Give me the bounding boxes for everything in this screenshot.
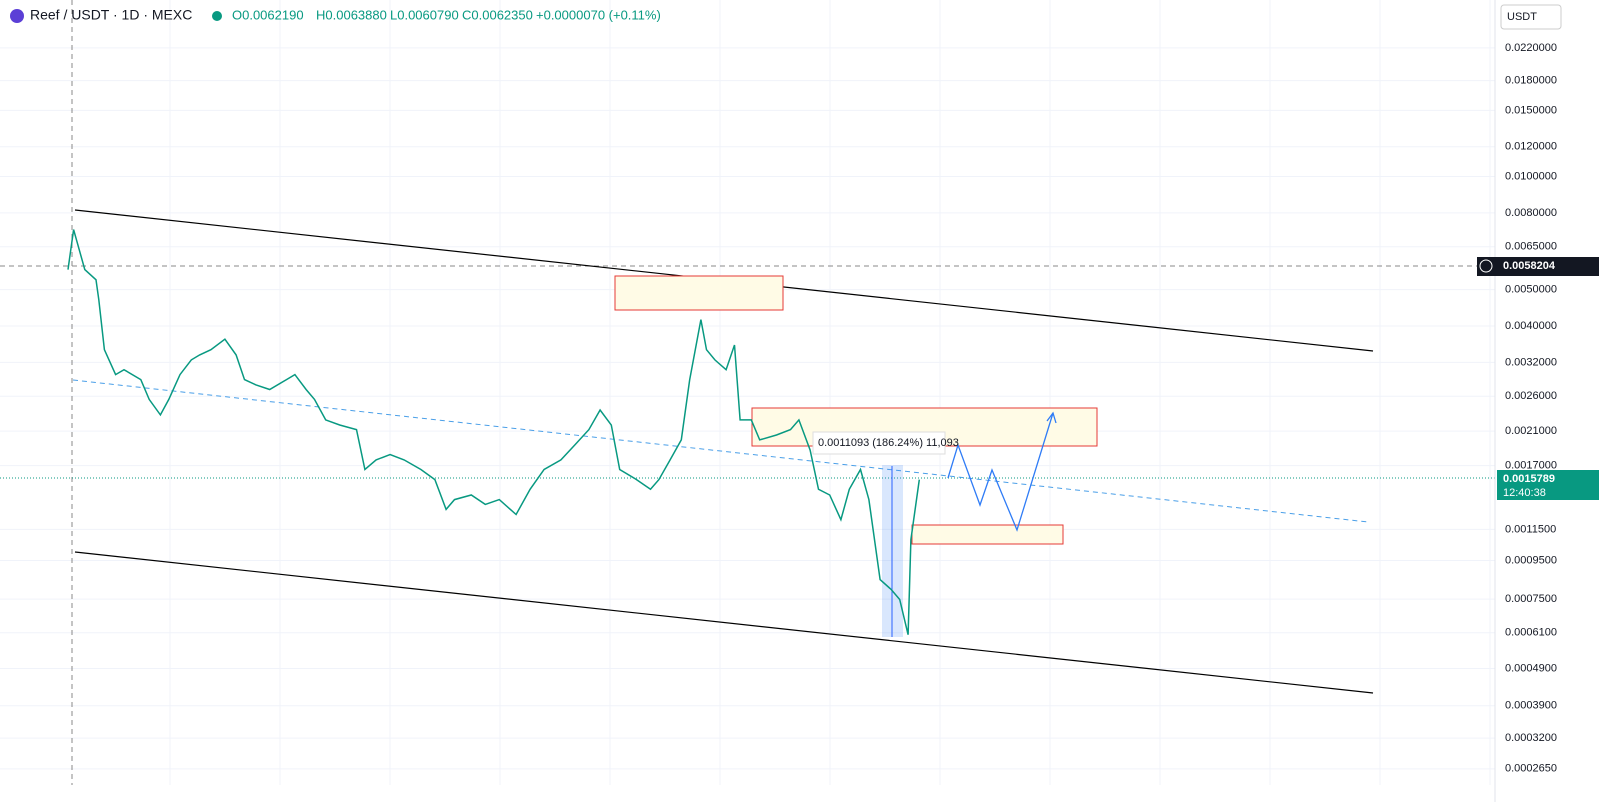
y-tick-label: 0.0032000 (1505, 356, 1557, 368)
price-line (67, 229, 921, 635)
plus-icon[interactable] (1479, 259, 1493, 273)
y-tick-label: 0.0150000 (1505, 104, 1557, 116)
measure-label-box (812, 431, 946, 455)
last-price: 0.0015789 (1503, 473, 1555, 485)
change: +0.0000070 (+0.11%) (536, 7, 661, 22)
y-tick-label: 0.0180000 (1505, 75, 1557, 87)
high: H0.0063880 (316, 7, 387, 22)
close: C0.0062350 (462, 7, 533, 22)
y-tick-label: 0.0021000 (1505, 425, 1557, 437)
low: L0.0060790 (390, 7, 459, 22)
y-tick-label: 0.0006100 (1505, 627, 1557, 639)
y-tick-label: 0.0003900 (1505, 700, 1557, 712)
y-tick-label: 0.0026000 (1505, 390, 1557, 402)
y-tick-label: 0.0040000 (1505, 320, 1557, 332)
y-tick-label: 0.0011500 (1505, 523, 1556, 535)
status-dot (212, 11, 222, 21)
currency-button[interactable] (1500, 4, 1562, 30)
y-tick-label: 0.0120000 (1505, 141, 1557, 153)
price-axis: 0.0220000 0.0180000 0.0150000 0.0120000 0.01… (1505, 42, 1557, 775)
y-tick-label: 0.0100000 (1505, 170, 1557, 182)
symbol: Reef / USDT · 1D · MEXC (30, 7, 192, 23)
y-tick-label: 0.0007500 (1505, 593, 1557, 605)
y-tick-label: 0.0009500 (1505, 554, 1557, 566)
symbol-icon (10, 9, 24, 23)
y-tick-label: 0.0002650 (1505, 763, 1557, 775)
zone (911, 524, 1064, 545)
projection-arrowhead (1046, 411, 1057, 424)
zone (614, 275, 784, 311)
price-series (67, 229, 921, 635)
y-tick-label: 0.0080000 (1505, 207, 1557, 219)
measure-label: 0.0011093 (186.24%) 11,093 (818, 437, 959, 449)
open: O0.0062190 (232, 7, 304, 22)
last-price-box (1497, 470, 1599, 500)
crosshair-price: 0.0058204 (1503, 260, 1556, 272)
grid (0, 0, 1495, 785)
y-tick-label: 0.0003200 (1505, 732, 1557, 744)
y-tick-label: 0.0065000 (1505, 241, 1557, 253)
crosshair-label-box (1477, 257, 1599, 276)
y-tick-label: 0.0220000 (1505, 42, 1557, 54)
y-tick-label: 0.0004900 (1505, 662, 1557, 674)
channel-mid (72, 379, 1369, 523)
y-tick-label: 0.0050000 (1505, 283, 1557, 295)
y-tick-label: 0.0017000 (1505, 459, 1557, 471)
projection (947, 412, 1054, 532)
countdown: 12:40:38 (1503, 487, 1546, 499)
channel-bottom (74, 551, 1374, 694)
currency[interactable]: USDT (1507, 11, 1537, 23)
